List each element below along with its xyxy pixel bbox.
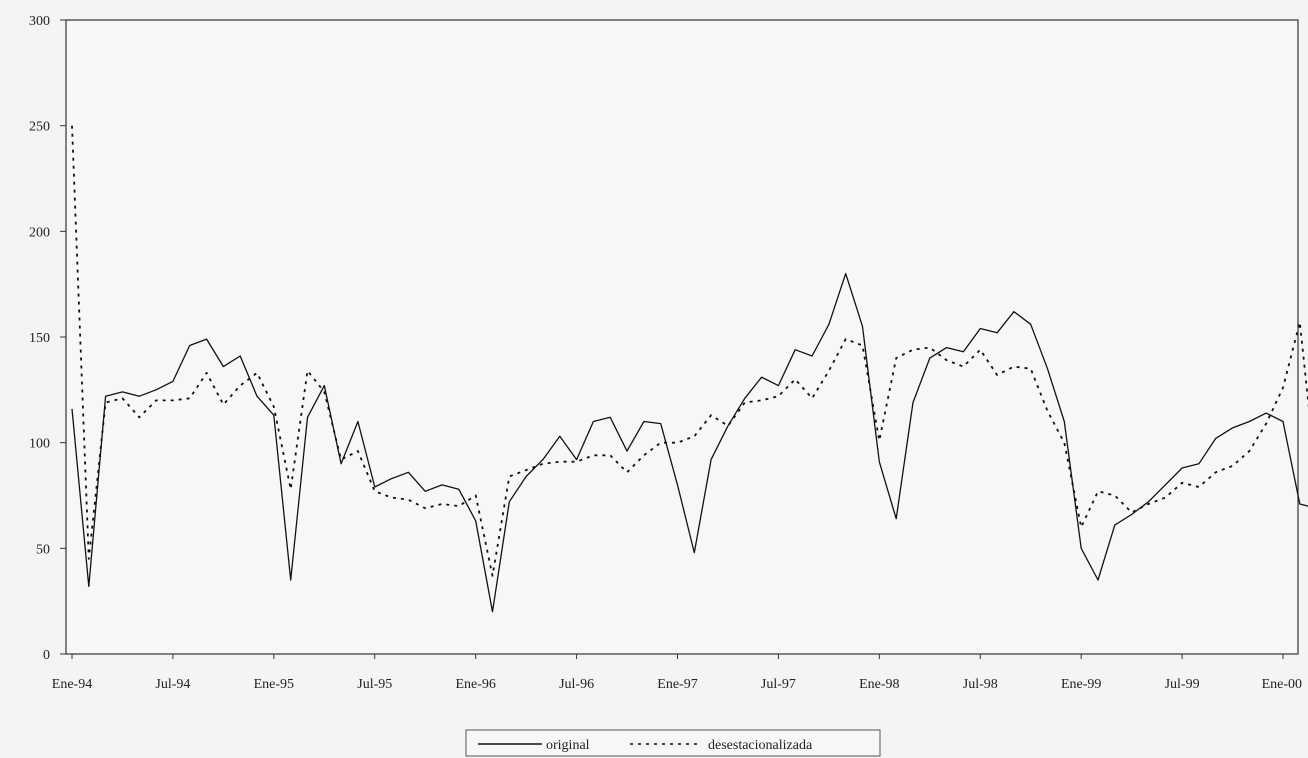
y-tick-label: 250 bbox=[29, 120, 50, 135]
y-tick-label: 300 bbox=[29, 14, 50, 29]
y-tick-label: 100 bbox=[29, 437, 50, 452]
y-tick-label: 0 bbox=[43, 648, 50, 663]
plot-area bbox=[65, 19, 1299, 655]
x-tick-label: Ene-97 bbox=[657, 677, 697, 692]
series-line-desestacionalizada bbox=[71, 125, 1308, 577]
x-tick-label: Jul-97 bbox=[761, 677, 796, 692]
legend-label-original: original bbox=[546, 738, 590, 753]
legend-box bbox=[465, 729, 881, 757]
series-layer bbox=[71, 125, 1308, 613]
y-tick-label: 200 bbox=[29, 225, 50, 240]
x-tick-label: Ene-99 bbox=[1061, 677, 1101, 692]
y-axis: 0 50 100 150 200 250 300 bbox=[29, 14, 66, 663]
legend-label-desestacionalizada: desestacionalizada bbox=[708, 738, 813, 753]
x-axis: Ene-94 Jul-94 Ene-95 Jul-95 Ene-96 Jul-96 Ene-… bbox=[52, 654, 1302, 692]
y-tick-label: 150 bbox=[29, 331, 50, 346]
x-tick-label: Ene-00 bbox=[1262, 677, 1302, 692]
x-tick-label: Jul-94 bbox=[155, 677, 190, 692]
y-tick-label: 50 bbox=[36, 542, 50, 557]
legend: original desestacionalizada bbox=[465, 729, 881, 757]
series-line-original bbox=[71, 272, 1308, 613]
x-tick-label: Ene-96 bbox=[455, 677, 495, 692]
x-tick-label: Jul-99 bbox=[1165, 677, 1200, 692]
x-tick-label: Jul-98 bbox=[963, 677, 998, 692]
x-tick-label: Jul-95 bbox=[357, 677, 392, 692]
x-tick-label: Ene-98 bbox=[859, 677, 899, 692]
x-tick-label: Ene-95 bbox=[254, 677, 294, 692]
x-tick-label: Ene-94 bbox=[52, 677, 92, 692]
x-tick-label: Jul-96 bbox=[559, 677, 594, 692]
